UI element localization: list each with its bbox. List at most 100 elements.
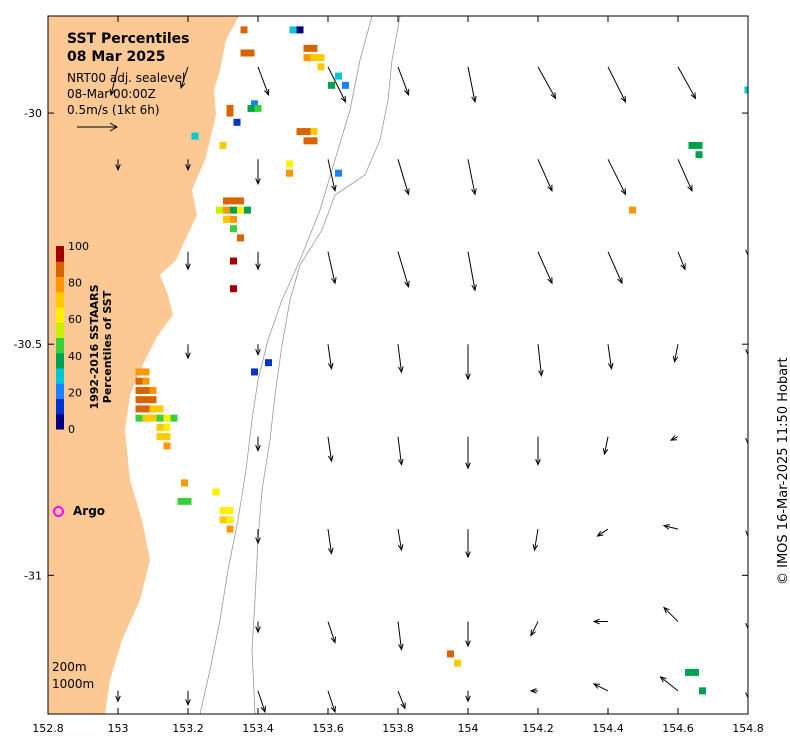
sst-pixel (163, 442, 171, 450)
current-arrow (537, 159, 553, 192)
x-tick-label: 153.6 (312, 722, 344, 735)
x-tick-label: 154.2 (522, 722, 554, 735)
sst-pixel (328, 81, 335, 89)
arrow-shaft (677, 66, 696, 99)
sst-pixel (156, 405, 164, 413)
current-arrow (257, 690, 266, 714)
arrow-head (547, 277, 553, 285)
sst-pixel (692, 668, 699, 676)
arrow-head (535, 458, 541, 466)
axes: 152.8 153 153.2 153.4 153.6 153.8 154 154.2 154.… (14, 16, 764, 735)
sst-pixel (233, 118, 241, 126)
sst-pixel (223, 206, 230, 214)
current-arrow (327, 436, 334, 463)
sst-pixel (286, 160, 293, 168)
arrow-head (465, 462, 471, 470)
sst-pixel (335, 72, 342, 80)
arrow-shaft (397, 529, 402, 551)
sst-pixel (181, 479, 188, 487)
arrow-head (465, 551, 471, 559)
arrow-head (465, 373, 471, 381)
sst-pixel (163, 423, 171, 431)
arrow-head (607, 362, 614, 370)
arrow-head (471, 284, 477, 292)
current-arrow (677, 251, 686, 271)
current-arrow (465, 690, 471, 703)
sst-pixel (223, 197, 230, 205)
arrow-head (538, 369, 544, 377)
arrow-head (617, 277, 623, 285)
colorbar-label: 0 (68, 423, 75, 436)
arrow-head (404, 280, 410, 288)
current-arrow (532, 529, 539, 552)
colorbar-segment (56, 307, 64, 323)
arrow-head (620, 95, 627, 103)
arrow-head (404, 88, 410, 97)
arrow-shaft (467, 66, 476, 102)
colorbar-label: 40 (68, 350, 82, 363)
arrow-head (663, 606, 670, 614)
y-tick-label: -30.5 (14, 338, 42, 351)
current-arrow (327, 690, 336, 714)
current-arrow (257, 66, 270, 97)
arrow-head (398, 366, 404, 374)
arrow-head (185, 263, 191, 271)
arrow-head (745, 348, 748, 356)
isobath-1000m (251, 16, 401, 714)
sst-pixel (216, 206, 223, 214)
arrow-head (764, 89, 769, 95)
arrow-shaft (397, 690, 406, 709)
sst-pixel (230, 257, 237, 265)
sst-pixel (149, 396, 157, 404)
current-arrow (669, 435, 679, 441)
arrow-head (547, 184, 553, 192)
arrow-head (255, 626, 261, 634)
current-arrow (255, 159, 261, 186)
sst-pixel (296, 128, 304, 136)
arrow-shaft (327, 251, 336, 284)
arrow-head (592, 618, 600, 625)
sst-pixel (219, 516, 227, 524)
current-arrow (185, 251, 191, 271)
current-arrow (185, 159, 191, 172)
sst-pixel (237, 206, 244, 214)
sst-pixel (247, 104, 255, 112)
arrow-head (185, 352, 191, 360)
sst-pixel (184, 497, 192, 505)
info-line1: NRT00 adj. sealevel (67, 71, 186, 85)
arrow-head (255, 348, 261, 356)
colorbar-segment (56, 337, 64, 354)
isobath-label-1000: 1000m (52, 677, 95, 691)
arrow-shaft (747, 66, 748, 68)
arrow-shaft (677, 159, 693, 192)
arrow-head (398, 643, 404, 651)
current-arrow (397, 529, 404, 552)
current-arrow (745, 249, 748, 257)
current-arrow (397, 690, 406, 710)
sst-pixel (156, 423, 164, 431)
arrow-shaft (257, 690, 266, 713)
sst-pixel (447, 650, 454, 658)
sst-pixel (237, 234, 244, 242)
sst-pixel (303, 44, 311, 52)
current-arrow (115, 690, 121, 703)
current-arrow (397, 251, 410, 288)
current-arrow (607, 251, 623, 285)
sst-pixel (240, 49, 248, 57)
current-arrow (529, 688, 538, 694)
arrow-shaft (327, 436, 332, 462)
sst-pixel (748, 179, 755, 186)
sst-pixel (226, 525, 234, 533)
arrow-shaft (534, 529, 539, 551)
arrow-shaft (327, 66, 346, 103)
sst-pixel (226, 104, 234, 112)
arrow-head (672, 355, 679, 363)
arrow-head (659, 676, 667, 683)
sst-pixel (191, 132, 199, 140)
arrow-shaft (327, 621, 336, 643)
info-line2: 08-Mar 00:00Z (67, 87, 156, 101)
arrow-head (185, 699, 191, 707)
arrow-head (255, 263, 261, 271)
arrow-shaft (674, 344, 679, 362)
